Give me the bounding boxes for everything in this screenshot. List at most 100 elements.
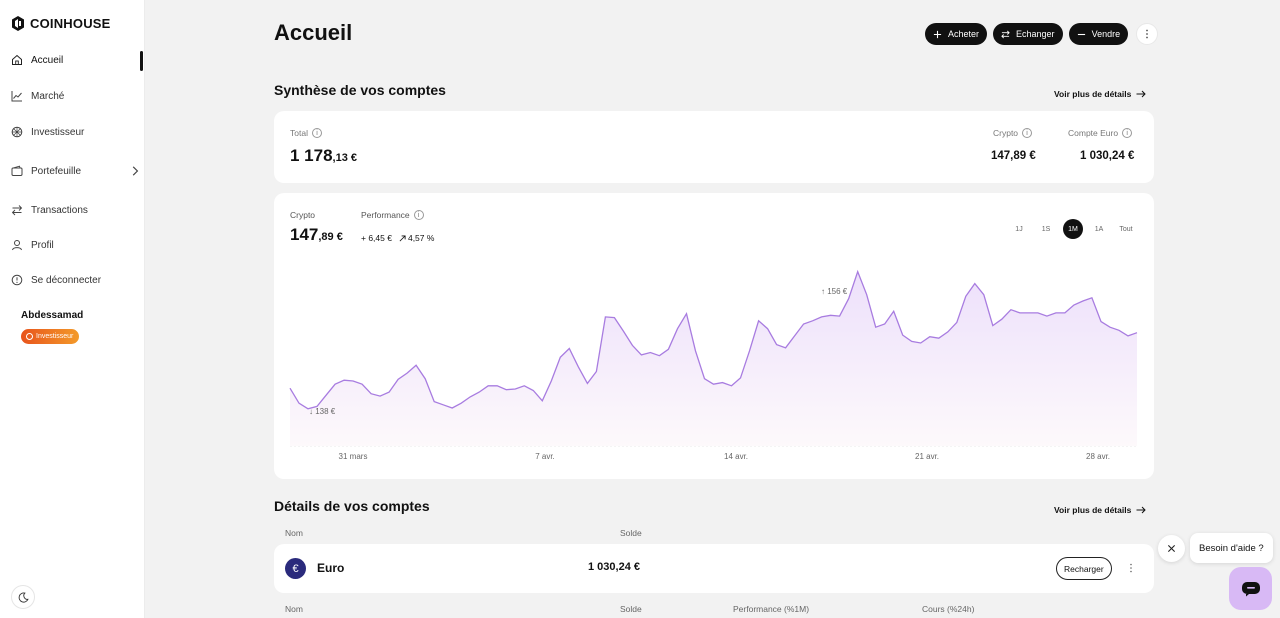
plus-icon xyxy=(933,30,942,38)
column-header-name: Nom xyxy=(285,528,303,538)
performance-label-text: Performance xyxy=(361,210,410,220)
sidebar-item-label: Marché xyxy=(31,90,65,102)
euro-summary-value: 1 030,24 € xyxy=(1080,150,1135,162)
euro-account-label: Compte Euro i xyxy=(1068,128,1133,138)
info-icon[interactable]: i xyxy=(413,210,424,220)
euro-label-text: Compte Euro xyxy=(1068,128,1119,138)
crypto-column-header-rate: Cours (%24h) xyxy=(922,604,975,614)
euro-icon: € xyxy=(285,558,306,579)
home-icon xyxy=(12,54,22,65)
chart-max-value: 156 € xyxy=(827,287,848,296)
perf-crypto-dec: ,89 € xyxy=(318,231,343,243)
crypto-label-text: Crypto xyxy=(993,128,1019,138)
chat-bubble-icon xyxy=(1241,581,1260,596)
buy-button[interactable]: Acheter xyxy=(925,23,988,45)
x-tick-label: 7 avr. xyxy=(535,452,555,461)
period-1m-button[interactable]: 1M xyxy=(1063,219,1083,239)
arrow-right-icon xyxy=(1136,506,1147,514)
buy-button-label: Acheter xyxy=(948,29,980,39)
crypto-column-header-balance: Solde xyxy=(620,604,642,614)
recharge-button[interactable]: Recharger xyxy=(1056,557,1112,580)
help-close-button[interactable] xyxy=(1158,535,1185,562)
arrow-up-right-icon xyxy=(399,234,406,241)
x-tick-label: 28 avr. xyxy=(1085,452,1111,461)
help-bubble[interactable]: Besoin d'aide ? xyxy=(1190,533,1273,563)
crypto-summary-value: 147,89 € xyxy=(991,150,1036,162)
chart-area xyxy=(290,271,1137,446)
sell-button-label: Vendre xyxy=(1091,29,1121,39)
period-1j-button[interactable]: 1J xyxy=(1015,225,1023,233)
chart-max-annotation: ↑ 156 € xyxy=(821,287,848,296)
network-icon xyxy=(11,126,23,138)
crypto-column-header-performance: Performance (%1M) xyxy=(733,604,810,614)
euro-account-row[interactable]: € Euro 1 030,24 € Recharger xyxy=(274,544,1154,593)
arrows-swap-icon xyxy=(1001,30,1010,38)
perf-crypto-int: 147 xyxy=(290,225,319,244)
total-label: Total i xyxy=(290,128,322,138)
sidebar-item-label: Portefeuille xyxy=(31,165,82,177)
see-more-label: Voir plus de détails xyxy=(1054,89,1132,99)
sidebar-item-profil[interactable]: Profil xyxy=(11,236,141,254)
x-tick-label: 14 avr. xyxy=(723,452,749,461)
chat-launcher-button[interactable] xyxy=(1229,567,1272,610)
perf-abs-value: + 6,45 € xyxy=(361,233,392,243)
x-tick-label: 31 mars xyxy=(338,452,368,461)
perf-crypto-label: Crypto xyxy=(290,210,316,220)
arrows-swap-icon xyxy=(11,205,23,216)
more-vertical-icon xyxy=(1130,563,1132,573)
header-actions: Acheter Echanger Vendre xyxy=(925,23,1159,45)
details-see-more-link[interactable]: Voir plus de détails xyxy=(1054,505,1147,515)
period-tout-button[interactable]: Tout xyxy=(1119,225,1133,233)
exchange-button[interactable]: Echanger xyxy=(993,23,1063,45)
sidebar-item-label: Transactions xyxy=(31,204,88,216)
sidebar-item-transactions[interactable]: Transactions xyxy=(11,201,141,219)
coinhouse-logo-icon xyxy=(12,16,24,31)
x-tick-label: 21 avr. xyxy=(914,452,940,461)
sidebar-item-logout[interactable]: Se déconnecter xyxy=(11,271,141,289)
perf-pct-value: 4,57 % xyxy=(407,233,435,243)
exchange-button-label: Echanger xyxy=(1016,29,1055,39)
arrow-right-icon xyxy=(1136,90,1147,98)
logo[interactable]: COINHOUSE xyxy=(11,16,111,31)
theme-toggle-button[interactable] xyxy=(11,585,35,609)
summary-see-more-link[interactable]: Voir plus de détails xyxy=(1054,89,1147,99)
chart-min-annotation: ↓ 138 € xyxy=(309,407,336,416)
close-icon xyxy=(1167,544,1176,553)
sidebar-item-label: Profil xyxy=(31,239,54,251)
sell-button[interactable]: Vendre xyxy=(1068,23,1129,45)
user-name: Abdessamad xyxy=(21,310,84,321)
details-section-title: Détails de vos comptes xyxy=(274,498,430,514)
chart-min-value: 138 € xyxy=(315,407,336,416)
info-icon[interactable]: i xyxy=(1022,128,1033,138)
sidebar-item-accueil[interactable]: Accueil xyxy=(11,51,141,69)
summary-card: Total i 1 178,13 € Crypto i 147,89 € Com… xyxy=(274,111,1154,183)
badge-dot-icon xyxy=(26,333,33,340)
wallet-icon xyxy=(11,165,23,176)
perf-pct: 4,57 % xyxy=(399,233,434,243)
sidebar-item-investisseur[interactable]: Investisseur xyxy=(11,123,141,141)
crypto-label: Crypto i xyxy=(993,128,1033,138)
sidebar-item-marche[interactable]: Marché xyxy=(11,87,141,105)
total-value-dec: ,13 € xyxy=(332,152,358,164)
sidebar: COINHOUSE Accueil Marché Investisseur Po… xyxy=(0,0,145,618)
page-title: Accueil xyxy=(274,20,353,45)
period-1s-button[interactable]: 1S xyxy=(1041,225,1051,233)
sidebar-item-portefeuille[interactable]: Portefeuille xyxy=(11,162,141,180)
info-icon[interactable]: i xyxy=(311,128,322,138)
user-status-badge: Investisseur xyxy=(21,329,80,344)
chevron-right-icon[interactable] xyxy=(129,165,141,177)
info-icon[interactable]: i xyxy=(1122,128,1133,138)
period-1a-button[interactable]: 1A xyxy=(1094,225,1104,233)
user-icon xyxy=(12,240,22,251)
more-options-button[interactable] xyxy=(1136,23,1159,45)
logout-icon xyxy=(11,274,23,286)
total-value: 1 178,13 € xyxy=(290,146,357,166)
column-header-balance: Solde xyxy=(620,528,642,538)
sidebar-item-label: Se déconnecter xyxy=(31,274,102,286)
euro-account-name: Euro xyxy=(317,561,345,575)
row-more-options-button[interactable] xyxy=(1124,561,1138,575)
minus-icon xyxy=(1077,33,1085,35)
euro-account-balance: 1 030,24 € xyxy=(588,561,640,573)
total-label-text: Total xyxy=(290,128,308,138)
